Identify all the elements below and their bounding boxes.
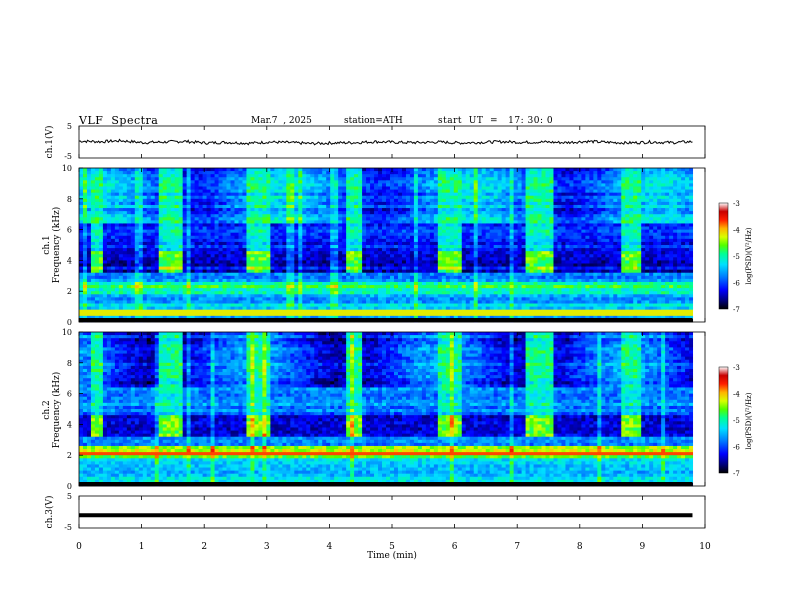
colorbar-tick-label: -5	[733, 417, 740, 425]
ch2-colorbar-label: log(PSD)(V²/Hz)	[745, 392, 753, 449]
freq-tick-label: 2	[67, 287, 72, 296]
time-tick-label: 1	[139, 542, 145, 552]
time-tick-label: 6	[452, 542, 458, 552]
freq-tick-label: 2	[67, 451, 72, 460]
date-label: Mar.7 , 2025	[251, 116, 312, 126]
time-tick-label: 7	[514, 542, 520, 552]
freq-tick-label: 0	[67, 482, 72, 491]
time-tick-label: 9	[640, 542, 646, 552]
time-tick-label: 5	[389, 542, 395, 552]
colorbar-tick-label: -6	[733, 280, 740, 288]
freq-tick-label: 0	[67, 318, 72, 327]
ch1-ylabel: ch.1(V)	[44, 126, 55, 159]
colorbar-tick-label: -4	[733, 227, 740, 235]
ch3-waveform-panel: 5 -5 ch.3(V) 0 1 2 3 4 5 6 7 8 9 10 Time (min)	[44, 126, 711, 561]
station-label: station=ATH	[344, 116, 403, 126]
freq-tick-label: 10	[62, 164, 72, 173]
ch1-spectrogram-image	[79, 168, 706, 323]
ch1-waveform-panel: 5 -5 ch.1(V)	[44, 122, 706, 161]
ch3-ytick-bottom: -5	[64, 523, 72, 532]
ch2-channel-label: ch.2	[42, 400, 52, 419]
time-tick-label: 4	[327, 542, 333, 552]
time-tick-label: 8	[577, 542, 583, 552]
freq-tick-label: 6	[67, 390, 72, 399]
time-tick-label: 0	[76, 542, 82, 552]
colorbar-tick-label: -3	[733, 364, 740, 372]
ch1-channel-label: ch.1	[42, 235, 52, 254]
colorbar-tick-label: -5	[733, 253, 740, 261]
ch3-ytick-top: 5	[67, 492, 72, 501]
freq-tick-label: 6	[67, 226, 72, 235]
ch1-waveform-line	[78, 138, 693, 146]
ch2-spectrogram-image	[79, 332, 706, 487]
ch1-ytick-bottom: -5	[64, 152, 72, 161]
time-tick-label: 2	[201, 542, 207, 552]
ch1-colorbar	[718, 202, 729, 310]
start-time-label: start UT = 17: 30: 0	[438, 116, 554, 126]
colorbar-tick-label: -6	[733, 444, 740, 452]
colorbar-tick-label: -4	[733, 391, 740, 399]
ch1-colorbar-label: log(PSD)(V²/Hz)	[745, 227, 753, 284]
freq-tick-label: 8	[67, 359, 72, 368]
colorbar-tick-label: -7	[733, 306, 740, 314]
ch2-freq-label: Frequency (kHz)	[51, 372, 62, 449]
ch3-waveform-frame	[78, 495, 706, 529]
colorbar-tick-label: -3	[733, 200, 740, 208]
time-tick-label: 10	[699, 542, 711, 552]
ch1-ytick-top: 5	[67, 122, 72, 131]
ch1-freq-label: Frequency (kHz)	[51, 207, 62, 284]
time-tick-label: 3	[264, 542, 270, 552]
ch3-ylabel: ch.3(V)	[44, 496, 55, 529]
x-axis-label: Time (min)	[367, 550, 417, 561]
freq-tick-label: 10	[62, 328, 72, 337]
freq-tick-label: 8	[67, 195, 72, 204]
colorbar-tick-label: -7	[733, 470, 740, 478]
ch2-colorbar	[718, 366, 729, 474]
figure-title: VLF Spectra	[79, 114, 159, 127]
freq-tick-label: 4	[67, 256, 72, 265]
freq-tick-label: 4	[67, 420, 72, 429]
